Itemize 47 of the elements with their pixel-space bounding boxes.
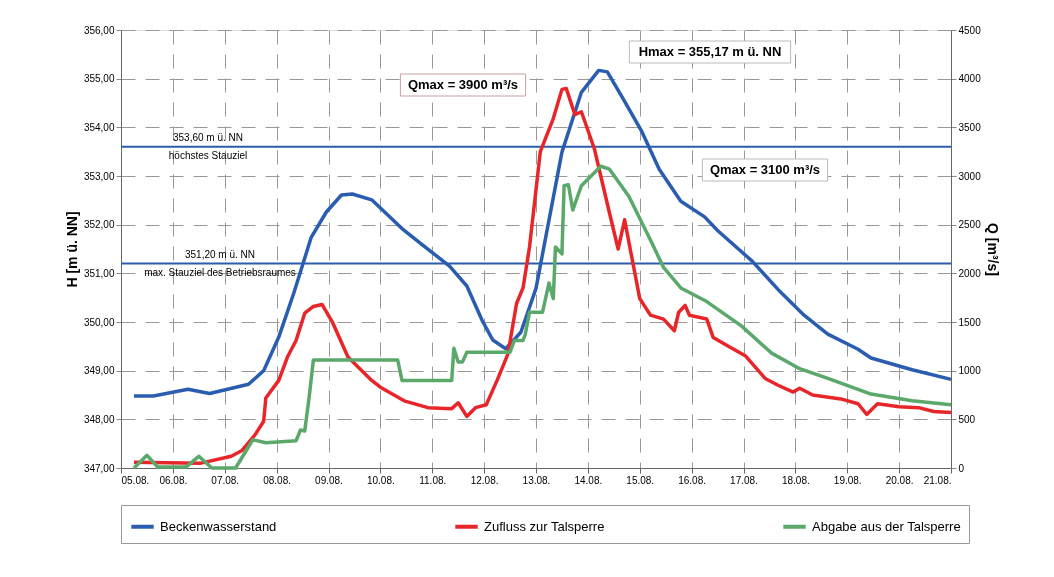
x-tick-label: 15.08.	[626, 474, 655, 486]
y-tick-label: 349,00	[83, 365, 115, 377]
legend-label: Abgabe aus der Talsperre	[812, 518, 961, 534]
annotation: Qmax = 3100 m³/s	[709, 162, 821, 177]
x-tick-label: 07.08.	[211, 474, 240, 486]
y-tick-label: 350,00	[83, 316, 115, 328]
x-tick-label: 20.08.	[885, 474, 914, 486]
annotation: Qmax = 3900 m³/s	[407, 77, 519, 92]
y2-tick-label: 2000	[958, 267, 982, 279]
x-tick-label: 17.08.	[730, 474, 758, 486]
y2-tick-label: 4000	[958, 73, 982, 85]
y2-tick-label: 500	[958, 413, 976, 425]
y2-tick-label: 3000	[958, 170, 982, 182]
x-tick-label: 10.08.	[366, 474, 395, 486]
x-tick-label: 21.08.	[923, 474, 952, 486]
y2-axis-title: Q [m³/s]	[984, 223, 1001, 276]
x-tick-label: 09.08.	[315, 474, 343, 486]
y-tick-label: 354,00	[83, 121, 115, 133]
x-tick-label: 19.08.	[833, 474, 862, 486]
x-tick-label: 05.08.	[121, 474, 150, 486]
x-tick-label: 16.08.	[678, 474, 707, 486]
ref-line-label: 353,60 m ü. NN höchstes Stauziel	[168, 131, 248, 161]
x-tick-label: 14.08.	[574, 474, 603, 486]
y-tick-label: 355,00	[83, 73, 115, 85]
y2-tick-label: 1000	[958, 365, 982, 377]
y2-tick-label: 3500	[958, 121, 982, 133]
y2-tick-label: 0	[958, 462, 965, 474]
y-tick-label: 352,00	[83, 219, 115, 231]
y-tick-label: 353,00	[83, 170, 115, 182]
x-tick-label: 12.08.	[470, 474, 499, 486]
x-tick-label: 08.08.	[263, 474, 292, 486]
y-tick-label: 351,00	[83, 267, 115, 279]
annotation: Hmax = 355,17 m ü. NN	[638, 44, 782, 59]
x-tick-label: 06.08.	[159, 474, 188, 486]
x-tick-label: 13.08.	[522, 474, 551, 486]
legend-label: Beckenwasserstand	[160, 518, 277, 534]
y2-tick-label: 1500	[958, 316, 982, 328]
x-tick-label: 11.08.	[419, 474, 447, 486]
x-tick-label: 18.08.	[781, 474, 810, 486]
y-tick-label: 356,00	[83, 24, 115, 36]
y2-tick-label: 4500	[958, 24, 982, 36]
ref-line-label: 351,20 m ü. NN max. Stauziel des Betriebsraumes	[144, 248, 296, 278]
legend-label: Zufluss zur Talsperre	[484, 518, 605, 534]
y2-tick-label: 2500	[958, 219, 982, 231]
y-tick-label: 348,00	[83, 413, 115, 425]
y-tick-label: 347,00	[83, 462, 115, 474]
y-axis-title: H [m ü. NN]	[63, 211, 80, 288]
